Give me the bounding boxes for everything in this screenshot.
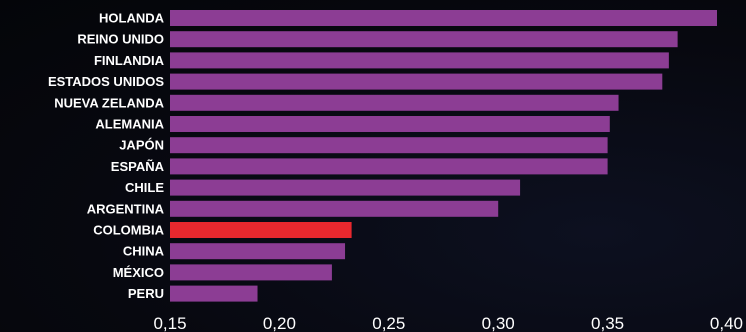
- category-label: HOLANDA: [99, 11, 165, 26]
- x-tick-label: 0,15: [153, 314, 186, 332]
- bar-finlandia: [170, 52, 669, 69]
- bar-nueva-zelanda: [170, 94, 619, 111]
- bar-méxico: [170, 264, 332, 281]
- category-label: ALEMANIA: [95, 117, 164, 132]
- bar-reino-unido: [170, 31, 678, 48]
- category-label: FINLANDIA: [94, 53, 165, 68]
- category-label: JAPÓN: [119, 138, 164, 153]
- x-tick-label: 0,20: [263, 314, 296, 332]
- category-label: ESTADOS UNIDOS: [48, 74, 164, 89]
- category-label: NUEVA ZELANDA: [54, 95, 164, 110]
- bars-group: [170, 10, 717, 302]
- bar-españa: [170, 158, 608, 175]
- bar-argentina: [170, 200, 499, 217]
- bar-alemania: [170, 116, 610, 132]
- category-label: CHINA: [123, 244, 165, 259]
- x-tick-label: 0,25: [372, 314, 405, 332]
- bar-peru: [170, 285, 258, 302]
- bar-japón: [170, 137, 608, 154]
- category-label: ESPAÑA: [111, 159, 165, 174]
- x-tick-label: 0,40: [710, 314, 743, 332]
- category-label: MÉXICO: [113, 265, 164, 280]
- category-label: CHILE: [125, 180, 164, 195]
- category-label: PERU: [128, 286, 164, 301]
- bar-china: [170, 243, 346, 260]
- category-label: ARGENTINA: [87, 201, 165, 216]
- bar-estados-unidos: [170, 73, 663, 90]
- bar-holanda: [170, 10, 717, 26]
- x-tick-label: 0,35: [591, 314, 624, 332]
- x-tick-label: 0,30: [482, 314, 515, 332]
- bar-colombia: [170, 222, 352, 238]
- bar-chile: [170, 179, 521, 196]
- category-label: REINO UNIDO: [77, 32, 164, 47]
- x-axis-ticks: 0,15 0,20 0,25 0,30 0,35 0,40: [153, 314, 743, 332]
- category-label: COLOMBIA: [93, 223, 164, 238]
- category-labels: HOLANDA REINO UNIDO FINLANDIA ESTADOS UNIDO…: [48, 11, 165, 302]
